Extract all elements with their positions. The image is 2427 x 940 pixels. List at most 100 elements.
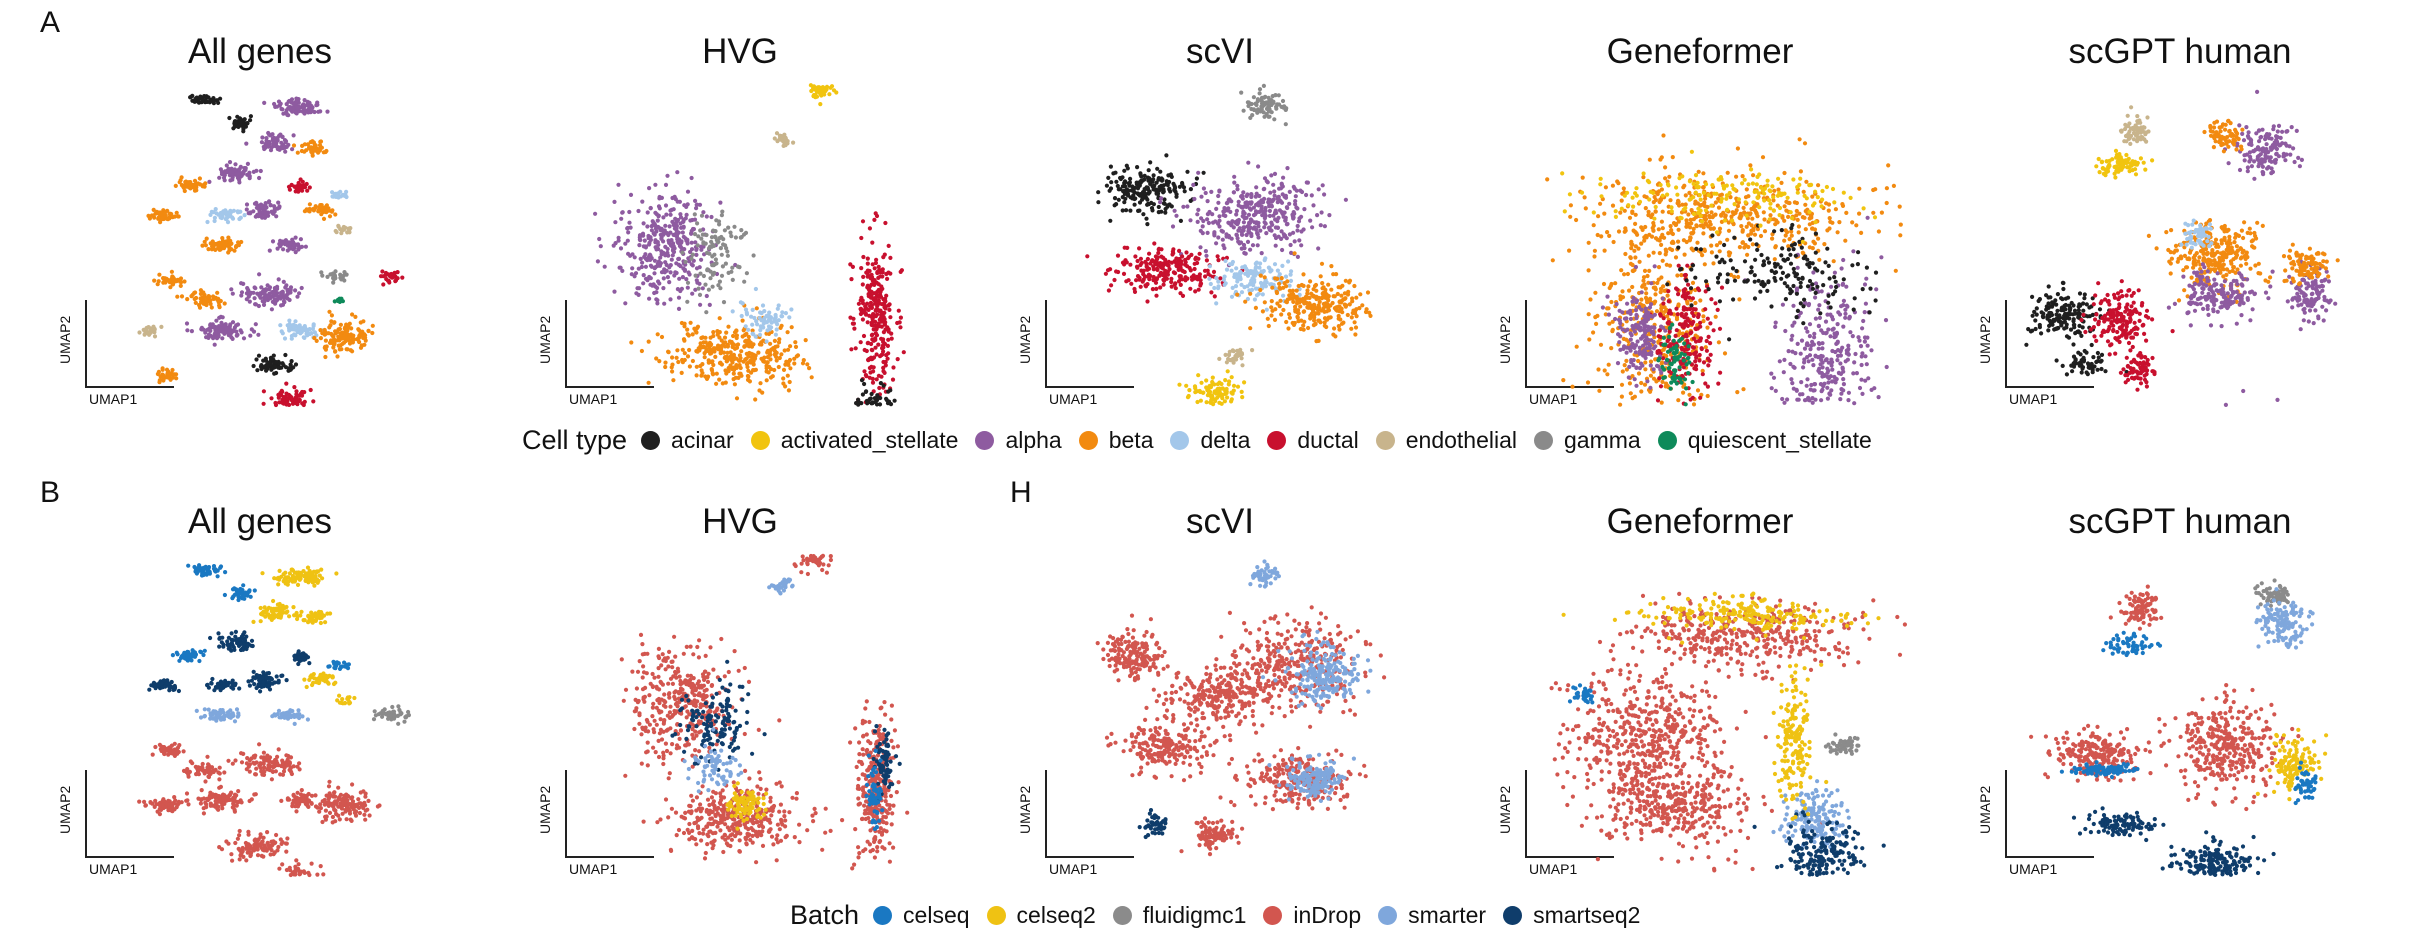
cell-point	[1275, 225, 1281, 230]
cell-point	[328, 272, 333, 277]
cell-point	[744, 271, 749, 276]
cell-point	[617, 265, 622, 270]
cell-point	[1154, 277, 1159, 282]
cell-point	[1254, 270, 1259, 276]
cell-point	[884, 353, 889, 358]
cell-point	[1585, 380, 1591, 385]
cell-point	[658, 255, 663, 260]
cell-point	[1758, 233, 1764, 239]
cell-point	[1725, 170, 1730, 175]
cell-point	[1605, 230, 1610, 235]
cell-point	[1145, 185, 1150, 190]
cell-point	[1741, 205, 1746, 210]
cell-point	[151, 207, 156, 212]
cell-point	[1272, 262, 1278, 267]
cell-point	[1322, 192, 1327, 197]
legend-swatch	[1078, 430, 1098, 450]
cell-point	[1136, 192, 1141, 197]
cell-point	[883, 363, 888, 368]
cell-point	[710, 372, 716, 377]
cell-point	[818, 102, 823, 107]
cell-point	[698, 341, 703, 346]
cell-point	[281, 279, 286, 284]
cell-point	[597, 236, 602, 242]
cell-point	[707, 302, 712, 307]
cell-point	[272, 204, 277, 209]
cell-point	[878, 381, 883, 386]
cell-point	[174, 210, 179, 215]
cell-point	[660, 228, 665, 233]
cell-point	[1653, 197, 1658, 203]
cell-point	[1122, 191, 1127, 196]
cell-point	[1243, 299, 1248, 304]
cell-point	[1138, 172, 1143, 177]
cell-point	[735, 264, 741, 269]
umap-axes: UMAP1 UMAP2	[537, 300, 654, 407]
cell-point	[659, 236, 664, 241]
cell-point	[208, 98, 214, 103]
cluster	[155, 366, 179, 385]
cell-point	[1352, 283, 1357, 289]
cell-point	[899, 268, 904, 273]
cell-point	[1287, 288, 1292, 293]
cell-point	[1175, 260, 1180, 265]
cell-point	[1204, 385, 1209, 390]
cell-point	[1268, 269, 1273, 274]
cell-point	[1236, 228, 1241, 233]
cell-point	[708, 276, 713, 281]
cell-point	[807, 366, 812, 371]
cluster	[1158, 160, 1348, 268]
cell-point	[1230, 391, 1235, 396]
cell-point	[809, 88, 814, 94]
cell-point	[879, 374, 884, 379]
cell-point	[1234, 208, 1239, 213]
cell-point	[1239, 356, 1244, 361]
cell-point	[731, 367, 737, 373]
cell-point	[870, 332, 875, 337]
cell-point	[1165, 203, 1170, 208]
cell-point	[1235, 187, 1240, 192]
cell-point	[1603, 185, 1608, 190]
cell-point	[1293, 202, 1298, 207]
cell-point	[1606, 306, 1611, 311]
cell-point	[690, 332, 695, 337]
cell-point	[718, 286, 723, 291]
cell-point	[1598, 342, 1604, 347]
cell-point	[881, 345, 886, 350]
cell-point	[152, 278, 157, 283]
cell-point	[654, 297, 659, 302]
cell-point	[395, 276, 400, 281]
cell-point	[1254, 227, 1259, 232]
cell-point	[1134, 180, 1139, 185]
cell-point	[773, 332, 778, 337]
cell-point	[1761, 210, 1766, 215]
cell-point	[1195, 219, 1200, 224]
cell-point	[267, 139, 272, 145]
cell-point	[1129, 281, 1134, 286]
cell-point	[1707, 219, 1712, 224]
cell-point	[1222, 274, 1227, 279]
cell-point	[227, 115, 232, 121]
cell-point	[1174, 264, 1179, 269]
legend-swatch	[1263, 905, 1283, 925]
cell-point	[1127, 180, 1132, 185]
cell-point	[1711, 261, 1716, 266]
cell-point	[209, 305, 214, 310]
cell-point	[268, 203, 273, 208]
cell-point	[647, 274, 652, 280]
cell-point	[1804, 179, 1809, 184]
cell-point	[318, 336, 323, 341]
legend-item: quiescent_stellate	[1657, 427, 1872, 454]
cell-point	[1286, 259, 1291, 264]
cell-point	[1746, 244, 1751, 250]
cell-point	[1616, 229, 1622, 234]
cell-point	[1116, 197, 1121, 202]
cell-point	[1174, 213, 1179, 218]
cell-point	[342, 270, 347, 275]
cell-point	[655, 218, 660, 223]
cell-point	[234, 243, 239, 249]
cell-point	[678, 264, 683, 269]
cell-point	[1283, 122, 1288, 127]
cell-point	[787, 379, 792, 385]
cell-point	[1239, 282, 1244, 287]
